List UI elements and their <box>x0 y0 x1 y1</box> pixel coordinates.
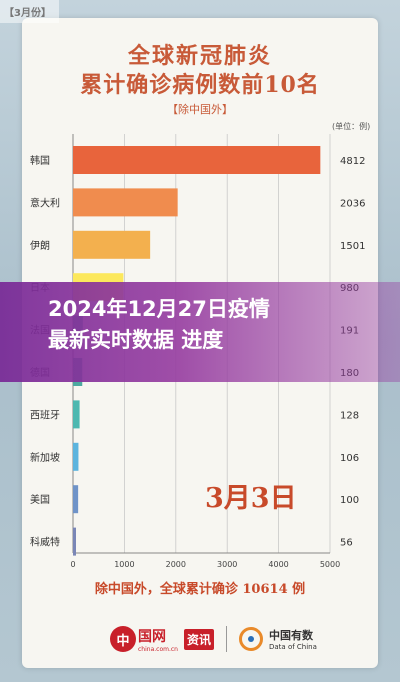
bar <box>73 442 79 471</box>
value-label: 56 <box>340 538 353 549</box>
bar <box>73 527 76 556</box>
headline-line2: 最新实时数据 进度 <box>48 328 224 352</box>
x-tick-label: 2000 <box>166 560 186 569</box>
value-label: 100 <box>340 495 359 506</box>
category-label: 韩国 <box>30 154 50 167</box>
category-label: 科威特 <box>30 536 60 549</box>
headline-line1: 2024年12月27日疫情 <box>48 297 270 321</box>
category-label: 伊朗 <box>30 240 50 252</box>
x-tick-label: 1000 <box>114 560 134 569</box>
chart-title-line2: 累计确诊病例数前10名 <box>80 72 320 98</box>
data-of-china-icon <box>239 627 263 651</box>
chinanet-word: 国网 <box>138 628 166 645</box>
chart-subtitle: 【除中国外】 <box>167 103 233 116</box>
x-tick-label: 0 <box>70 560 75 569</box>
headline-banner: 2024年12月27日疫情 最新实时数据 进度 <box>0 282 400 382</box>
bar <box>73 188 178 217</box>
zixun-badge: 资讯 <box>183 628 214 650</box>
unit-label: (单位：例) <box>332 122 371 131</box>
chinanet-mark-icon: 中 <box>110 626 136 652</box>
x-tick-label: 4000 <box>268 560 288 569</box>
category-label: 美国 <box>30 493 50 506</box>
bar <box>73 146 321 174</box>
logo-divider <box>226 626 227 652</box>
corner-tag: 【3月份】 <box>0 0 59 23</box>
category-label: 意大利 <box>30 196 60 209</box>
value-label: 4812 <box>340 156 365 167</box>
bar <box>73 485 79 514</box>
data-of-china-en: Data of China <box>269 643 317 651</box>
chinanet-logo: 中 国网 china.com.cn <box>110 626 178 653</box>
value-label: 1501 <box>340 241 365 252</box>
bar <box>73 230 151 259</box>
chart-title: 全球新冠肺炎 <box>127 43 272 69</box>
value-label: 106 <box>340 453 359 464</box>
date-annotation: 3月3日 <box>205 483 297 514</box>
chinanet-sub: china.com.cn <box>138 645 178 653</box>
x-tick-label: 3000 <box>217 560 237 569</box>
value-label: 128 <box>340 410 359 421</box>
headline-text: 2024年12月27日疫情 最新实时数据 进度 <box>48 294 368 356</box>
bar <box>73 400 80 429</box>
value-label: 2036 <box>340 198 365 209</box>
data-of-china-logo: 中国有数 Data of China <box>269 627 317 651</box>
category-label: 新加坡 <box>30 451 60 464</box>
data-of-china-cn: 中国有数 <box>269 629 313 642</box>
footer-note: 除中国外，全球累计确诊 10614 例 <box>94 582 306 597</box>
x-tick-label: 5000 <box>320 560 340 569</box>
category-label: 西班牙 <box>30 409 60 421</box>
logo-row: 中 国网 china.com.cn 资讯 中国有数 Data of China <box>110 622 317 656</box>
